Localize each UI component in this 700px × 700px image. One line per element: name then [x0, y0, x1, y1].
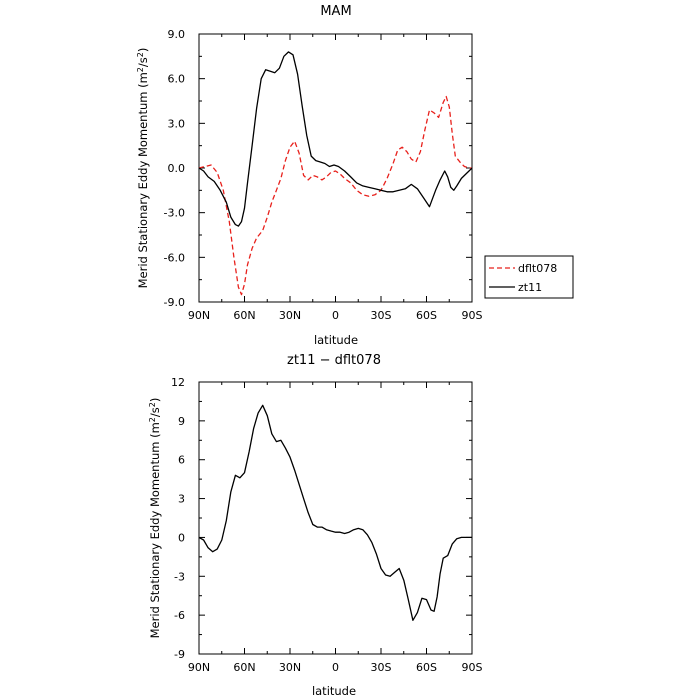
top-y-axis-label: Merid Stationary Eddy Momentum (m2/s2): [136, 48, 150, 289]
bottom-chart-title: zt11 − dflt078: [287, 353, 381, 368]
bottom-x-tick-label: 90S: [462, 661, 483, 674]
top-series-line-zt11: [198, 51, 473, 227]
bottom-y-tick-labels: -9 -6 -3 0 3 6 9 12: [171, 376, 185, 661]
top-y-tick-label: -6.0: [164, 251, 185, 264]
bottom-x-tick-label: 30N: [279, 661, 301, 674]
legend-box: [484, 255, 574, 299]
top-y-tick-labels: -9.0 -6.0 -3.0 0.0 3.0 6.0 9.0: [164, 28, 185, 309]
bottom-y-tick-label: 12: [171, 376, 185, 389]
legend: dflt078 zt11: [484, 255, 574, 299]
top-chart-title: MAM: [320, 4, 351, 19]
bottom-series-line-series-0: [198, 404, 472, 621]
bottom-x-tick-label: 0: [332, 661, 339, 674]
bottom-y-tick-label: 0: [178, 531, 185, 544]
top-y-tick-label: -3.0: [164, 207, 185, 220]
top-x-tick-labels: 90N 60N 30N 0 30S 60S 90S: [188, 309, 483, 322]
top-x-tick-label: 30N: [279, 309, 301, 322]
top-x-axis-label: latitude: [314, 333, 358, 347]
bottom-x-axis-label: latitude: [312, 684, 356, 698]
top-chart: MAM 90N 60N 30N 0 30S 60S 90S -9.0 -6.0 -3.0 0.0 3…: [136, 4, 483, 347]
top-y-tick-label: 0.0: [168, 162, 186, 175]
top-series-line-dflt078: [198, 95, 472, 296]
bottom-x-tick-label: 60S: [416, 661, 437, 674]
bottom-x-tick-label: 30S: [371, 661, 392, 674]
top-plot-frame: [198, 33, 473, 303]
bottom-y-axis-label: Merid Stationary Eddy Momentum (m2/s2): [148, 398, 162, 639]
top-x-tick-label: 90N: [188, 309, 210, 322]
top-y-tick-label: 6.0: [168, 73, 186, 86]
top-y-tick-label: 9.0: [168, 28, 186, 41]
top-x-tick-label: 0: [332, 309, 339, 322]
bottom-y-tick-label: -9: [174, 648, 185, 661]
bottom-y-tick-label: 9: [178, 415, 185, 428]
bottom-plot-frame: [198, 381, 473, 655]
top-axis-ticks: [198, 33, 473, 303]
bottom-series-lines: [198, 404, 472, 621]
top-y-tick-label: -9.0: [164, 296, 185, 309]
top-x-tick-label: 60N: [233, 309, 255, 322]
bottom-x-tick-label: 60N: [233, 661, 255, 674]
bottom-chart: zt11 − dflt078 90N 60N 30N 0 30S 60S 90S -9-6-…: [148, 353, 483, 698]
bottom-axis-ticks: [198, 381, 473, 655]
bottom-x-tick-label: 90N: [188, 661, 210, 674]
bottom-x-tick-labels: 90N 60N 30N 0 30S 60S 90S: [188, 661, 483, 674]
top-x-tick-label: 90S: [462, 309, 483, 322]
bottom-y-tick-label: 3: [178, 493, 185, 506]
bottom-y-tick-label: -6: [174, 609, 185, 622]
top-y-tick-label: 3.0: [168, 117, 186, 130]
top-x-tick-label: 30S: [371, 309, 392, 322]
legend-label-zt11: zt11: [518, 281, 542, 294]
top-series-lines: [198, 51, 473, 296]
bottom-y-tick-label: -3: [174, 570, 185, 583]
top-x-tick-label: 60S: [416, 309, 437, 322]
legend-label-dflt078: dflt078: [518, 262, 557, 275]
bottom-y-tick-label: 6: [178, 454, 185, 467]
